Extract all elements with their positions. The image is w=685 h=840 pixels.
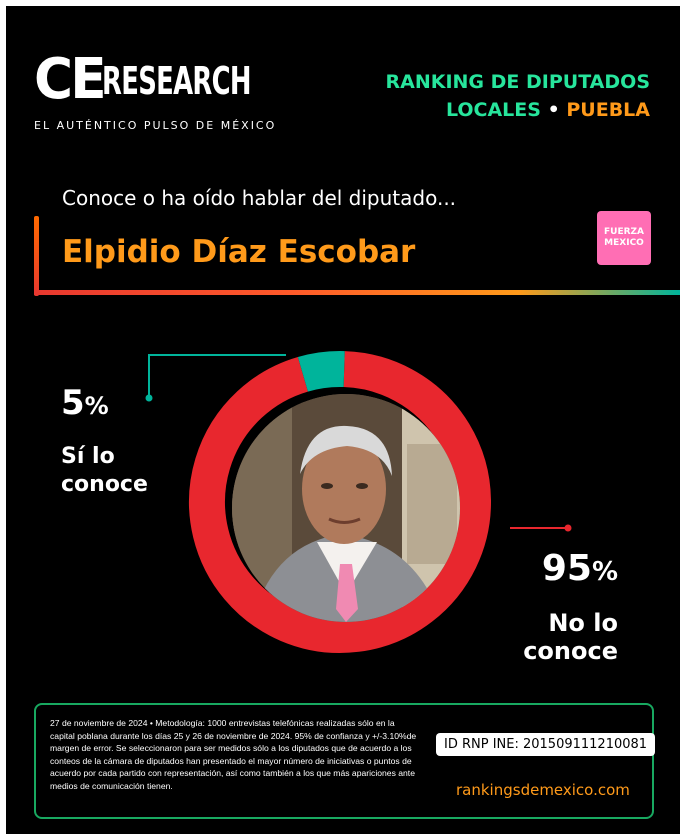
party-logo-line2: MEXICO [604, 238, 644, 248]
rnp-id-badge: ID RNP INE: 201509111210081 [436, 733, 656, 756]
headline-line1: RANKING DE DIPUTADOS [385, 71, 651, 93]
question: Conoce o ha oído hablar del diputado... [62, 186, 457, 210]
no-value: 95 [541, 548, 592, 589]
no-label: No lo conoce [523, 609, 618, 665]
donut-slice-no [189, 351, 491, 653]
website-link[interactable]: rankingsdemexico.com [456, 781, 630, 799]
yes-label-line2: conoce [61, 472, 148, 497]
yes-leader-line [148, 354, 286, 398]
no-leader-dot [564, 524, 572, 532]
yes-value: 5 [61, 383, 85, 423]
name-bracket-horizontal [34, 290, 680, 295]
headline-locales: LOCALES [445, 99, 541, 121]
deputy-name: Elpidio Díaz Escobar [62, 234, 416, 270]
tagline: EL AUTÉNTICO PULSO DE MÉXICO [34, 119, 277, 132]
logo-research: RESEARCH [102, 59, 252, 103]
name-bracket-vertical [34, 216, 39, 296]
party-logo: FUERZA MEXICO [597, 211, 651, 265]
footer-box: 27 de noviembre de 2024 • Metodología: 1… [34, 703, 656, 819]
no-percentage: 95% [542, 548, 618, 589]
donut-chart [145, 351, 572, 653]
yes-unit: % [84, 392, 109, 420]
headline-puebla: PUEBLA [566, 99, 650, 121]
headline-dot: • [547, 99, 560, 121]
no-label-line1: No lo [548, 609, 618, 637]
yes-leader-dot [145, 394, 153, 402]
methodology-text: 27 de noviembre de 2024 • Metodología: 1… [50, 718, 417, 791]
headline: RANKING DE DIPUTADOS LOCALES • PUEBLA [386, 68, 651, 124]
logo-ce: CE [34, 47, 107, 112]
yes-label: Sí lo conoce [61, 443, 148, 499]
yes-label-line1: Sí lo [61, 444, 115, 469]
no-unit: % [591, 557, 618, 587]
donut-slice-yes [297, 351, 345, 392]
yes-percentage: 5% [61, 383, 109, 423]
party-logo-line1: FUERZA [603, 227, 645, 237]
infographic-card: CE RESEARCH EL AUTÉNTICO PULSO DE MÉXICO… [6, 6, 680, 834]
deputy-photo [232, 394, 460, 622]
no-label-line2: conoce [523, 637, 618, 665]
